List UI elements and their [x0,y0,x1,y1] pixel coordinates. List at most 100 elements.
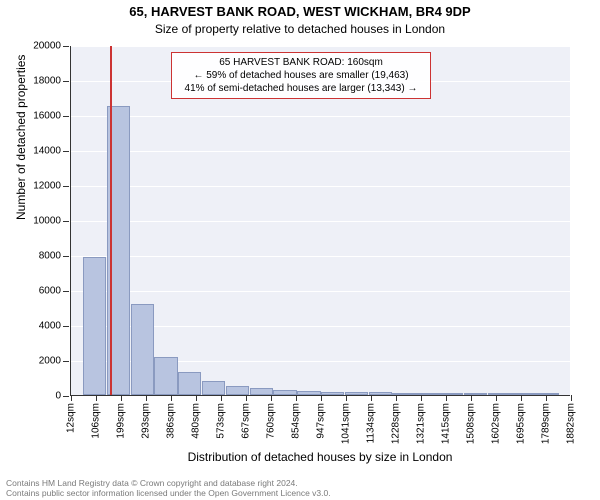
x-tick-label: 947sqm [316,403,327,439]
x-tick-label: 667sqm [241,403,252,439]
bar [178,372,201,395]
y-tick [63,221,69,222]
bar [202,381,225,395]
y-tick-label: 20000 [33,41,61,52]
x-tick-label: 1508sqm [466,403,477,444]
y-tick-label: 6000 [39,286,61,297]
x-tick-label: 573sqm [216,403,227,439]
x-tick [96,395,97,401]
x-tick [496,395,497,401]
bar [416,393,439,395]
annotation-line1: 65 HARVEST BANK ROAD: 160sqm [178,56,424,69]
y-tick-label: 14000 [33,146,61,157]
gridline [71,46,570,47]
y-tick [63,151,69,152]
x-tick [471,395,472,401]
x-tick-label: 386sqm [166,403,177,439]
y-tick-label: 2000 [39,356,61,367]
y-tick [63,116,69,117]
y-tick-label: 10000 [33,216,61,227]
chart-container: 65, HARVEST BANK ROAD, WEST WICKHAM, BR4… [0,0,600,500]
x-tick-label: 1321sqm [416,403,427,444]
x-tick-label: 480sqm [191,403,202,439]
x-tick [546,395,547,401]
x-tick-label: 12sqm [66,403,77,433]
bar [464,393,487,395]
x-tick-label: 106sqm [91,403,102,439]
x-tick [221,395,222,401]
footer-line2: Contains public sector information licen… [6,488,331,498]
y-tick-label: 8000 [39,251,61,262]
bar [131,304,154,395]
x-tick [346,395,347,401]
bar [297,391,320,395]
x-tick-label: 1882sqm [566,403,577,444]
x-tick-label: 199sqm [116,403,127,439]
bar [511,393,534,395]
footer-text: Contains HM Land Registry data © Crown c… [6,478,331,498]
y-tick [63,291,69,292]
y-tick-label: 4000 [39,321,61,332]
y-tick-label: 18000 [33,76,61,87]
x-tick [571,395,572,401]
x-tick [271,395,272,401]
x-tick-label: 293sqm [141,403,152,439]
gridline [71,186,570,187]
y-tick [63,326,69,327]
gridline [71,116,570,117]
y-tick [63,81,69,82]
y-tick [63,256,69,257]
x-tick-label: 760sqm [266,403,277,439]
bar [488,393,511,395]
y-tick-label: 16000 [33,111,61,122]
footer-line1: Contains HM Land Registry data © Crown c… [6,478,331,488]
annotation-box: 65 HARVEST BANK ROAD: 160sqm ← 59% of de… [171,52,431,99]
x-tick [521,395,522,401]
bar [273,390,296,395]
bar [369,392,392,395]
y-axis-title: Number of detached properties [14,55,28,220]
x-tick-label: 1134sqm [366,403,377,443]
x-tick-label: 1602sqm [491,403,502,444]
x-tick-label: 1228sqm [391,403,402,444]
x-tick-label: 1789sqm [541,403,552,444]
x-tick [196,395,197,401]
x-tick [146,395,147,401]
x-axis-title: Distribution of detached houses by size … [70,450,570,464]
bar [345,392,368,395]
gridline [71,256,570,257]
bar [440,393,463,395]
x-tick [71,395,72,401]
y-tick [63,46,69,47]
bar [154,357,177,396]
bar [226,386,249,395]
x-tick-label: 1041sqm [341,403,352,444]
x-tick-label: 1415sqm [441,403,452,444]
y-tick-label: 0 [55,391,61,402]
x-tick [171,395,172,401]
x-tick-label: 854sqm [291,403,302,439]
chart-subtitle: Size of property relative to detached ho… [0,22,600,36]
annotation-line3: 41% of semi-detached houses are larger (… [178,82,424,95]
bar [83,257,106,395]
x-tick [296,395,297,401]
x-tick [371,395,372,401]
marker-line [110,46,112,395]
x-tick [421,395,422,401]
gridline [71,291,570,292]
bar [250,388,273,395]
x-tick [446,395,447,401]
x-tick [396,395,397,401]
x-tick [246,395,247,401]
x-tick [321,395,322,401]
annotation-line2: ← 59% of detached houses are smaller (19… [178,69,424,82]
bar [321,392,344,396]
gridline [71,221,570,222]
plot-area: 0200040006000800010000120001400016000180… [70,46,570,396]
y-tick-label: 12000 [33,181,61,192]
x-tick-label: 1695sqm [516,403,527,444]
y-tick [63,361,69,362]
gridline [71,151,570,152]
x-tick [121,395,122,401]
y-tick [63,186,69,187]
